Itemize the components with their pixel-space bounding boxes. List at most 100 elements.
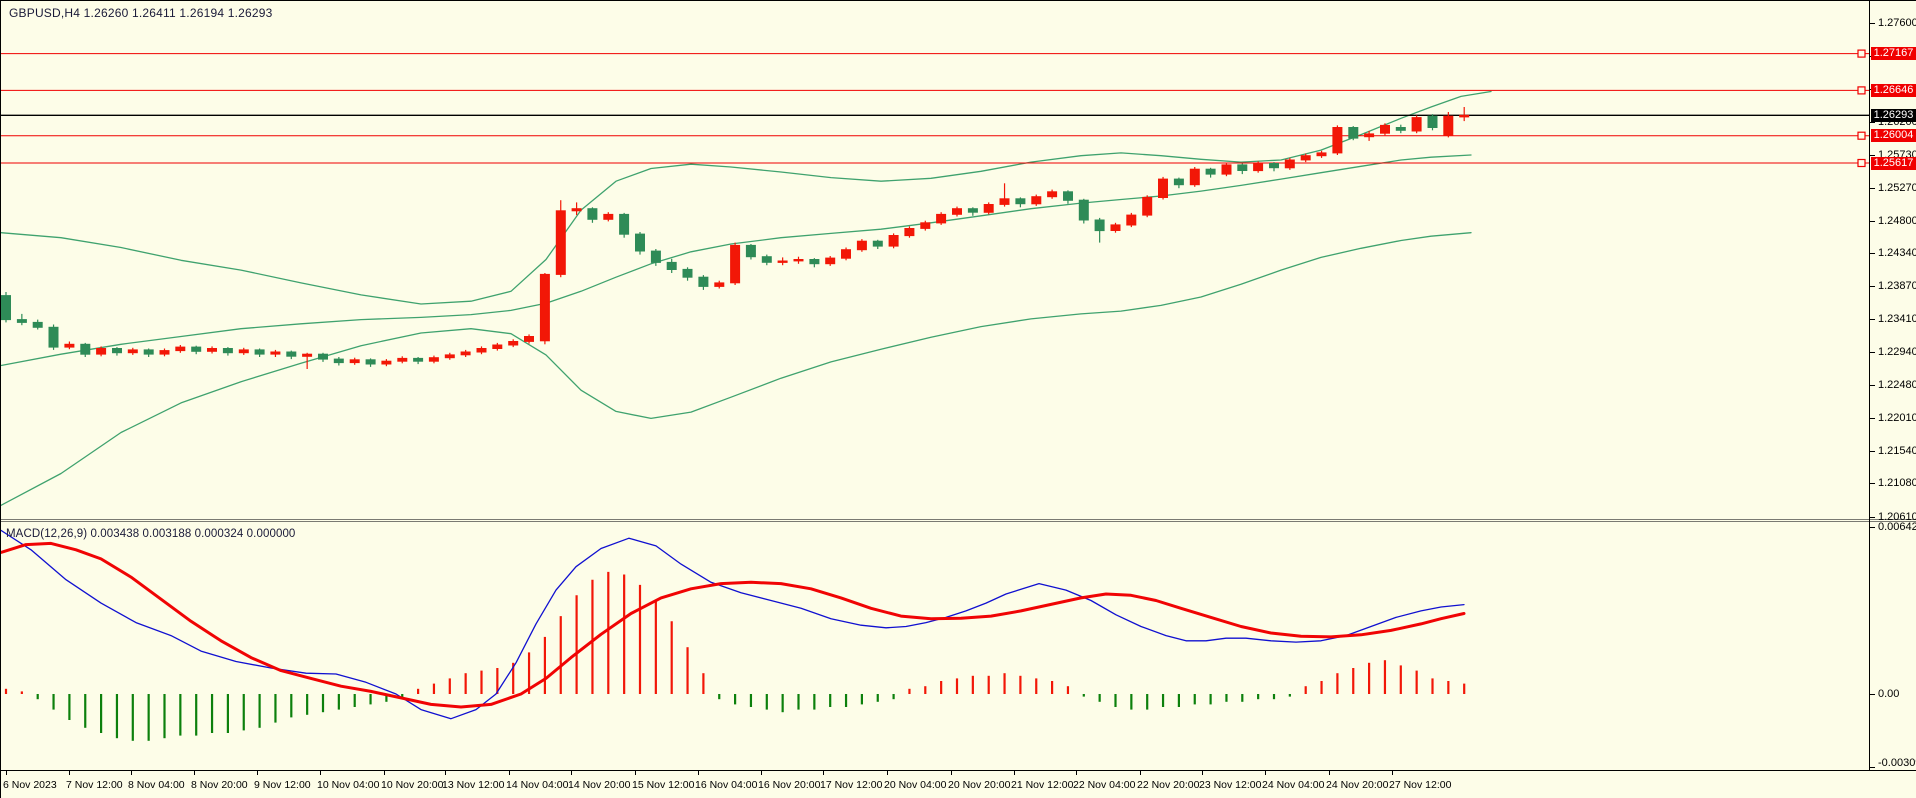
- candle: [1443, 112, 1454, 138]
- candle: [1142, 195, 1153, 218]
- candle-body: [777, 260, 788, 263]
- candle: [428, 355, 439, 364]
- axis-divider-line: [1869, 1, 1870, 770]
- time-tick-label: 8 Nov 20:00: [191, 779, 248, 791]
- time-tick-mark: [69, 771, 70, 775]
- candle-body: [270, 351, 281, 355]
- time-axis[interactable]: 6 Nov 2023 7 Nov 12:00 8 Nov 04:00 8 Nov 20…: [1, 770, 1916, 798]
- candle: [698, 275, 709, 290]
- time-tick-mark: [887, 771, 888, 775]
- macd-signal-line: [1, 541, 1466, 709]
- time-tick-mark: [131, 771, 132, 775]
- candle-body: [761, 256, 772, 263]
- price-axis[interactable]: 1.276001.271301.266601.262001.257301.252…: [1870, 1, 1916, 770]
- candle-body: [904, 228, 915, 237]
- axis-tick-mark: [1870, 516, 1875, 518]
- price-chart-canvas[interactable]: [1, 1, 1869, 520]
- candle-body: [238, 349, 249, 354]
- price-level-badge: 1.25617: [1871, 156, 1916, 170]
- price-tick-label: 1.25270: [1878, 181, 1916, 194]
- macd-axis-label: 0.00: [1878, 688, 1900, 700]
- candle: [999, 183, 1010, 207]
- candle-body: [191, 346, 202, 352]
- candle-body: [555, 210, 566, 275]
- candle: [1031, 194, 1042, 206]
- candle-body: [1142, 196, 1153, 216]
- candle-body: [254, 349, 265, 355]
- time-tick-mark: [1265, 771, 1266, 775]
- candle-body: [635, 233, 645, 252]
- time-tick-mark: [951, 771, 952, 775]
- axis-tick-mark: [1870, 220, 1875, 222]
- candle-body: [428, 357, 439, 362]
- candle-body: [1063, 191, 1073, 201]
- candle-body: [492, 344, 503, 349]
- time-tick-mark: [635, 771, 636, 775]
- candle: [32, 319, 43, 330]
- candle-body: [999, 198, 1010, 205]
- candle: [967, 207, 978, 216]
- candle-body: [143, 349, 154, 355]
- candle-body: [222, 348, 233, 354]
- candle-body: [508, 341, 519, 346]
- candle-body: [302, 353, 313, 357]
- candle-body: [1348, 127, 1359, 139]
- candle-body: [1078, 199, 1089, 221]
- candle-body: [333, 358, 344, 364]
- candle: [1015, 197, 1026, 208]
- candle-body: [64, 343, 75, 348]
- price-tick-label: 1.20610: [1878, 510, 1916, 523]
- candle: [143, 348, 154, 357]
- candle-body: [1126, 214, 1137, 226]
- candle-body: [1173, 178, 1184, 186]
- candle: [1237, 163, 1248, 175]
- candle-body: [413, 357, 424, 362]
- candle: [920, 220, 931, 231]
- candle: [872, 239, 883, 249]
- candle-body: [16, 319, 27, 323]
- candle: [1364, 131, 1375, 141]
- candle: [825, 256, 836, 266]
- axis-tick-mark: [1870, 286, 1875, 288]
- candle: [1459, 107, 1470, 122]
- time-tick-label: 22 Nov 20:00: [1137, 779, 1200, 791]
- candle: [508, 339, 519, 348]
- candle-body: [1284, 159, 1295, 169]
- candle: [1380, 123, 1390, 136]
- candle-body: [650, 250, 661, 263]
- price-tick-label: 1.21080: [1878, 477, 1916, 490]
- candle: [1284, 157, 1295, 170]
- candle: [16, 313, 27, 326]
- candle-body: [730, 244, 741, 284]
- candle-body: [1, 295, 11, 321]
- time-tick-label: 21 Nov 12:00: [1011, 779, 1074, 791]
- candle-body: [539, 273, 550, 342]
- time-tick-mark: [1329, 771, 1330, 775]
- macd-main-line: [1, 529, 1465, 720]
- candle-body: [793, 259, 804, 262]
- time-tick-label: 15 Nov 12:00: [632, 779, 695, 791]
- macd-indicator-canvas[interactable]: [1, 522, 1869, 770]
- candle: [1110, 222, 1121, 233]
- time-tick-mark: [823, 771, 824, 775]
- candle: [1063, 190, 1073, 204]
- candle: [460, 349, 471, 357]
- candle-body: [571, 208, 582, 212]
- price-tick-label: 1.21540: [1878, 444, 1916, 457]
- candle-body: [967, 208, 978, 213]
- candle: [492, 342, 503, 351]
- time-tick-label: 23 Nov 12:00: [1199, 779, 1262, 791]
- candle-body: [1205, 168, 1216, 175]
- candle: [64, 341, 75, 350]
- panel-resize-handle[interactable]: [1, 519, 1916, 522]
- candle-body: [48, 326, 59, 348]
- candle-body: [1094, 219, 1105, 232]
- candle: [777, 257, 788, 266]
- candle-body: [809, 259, 820, 265]
- candle: [1126, 212, 1137, 228]
- price-tick-label: 1.24800: [1878, 214, 1916, 227]
- candle: [127, 347, 138, 355]
- axis-tick-mark: [1870, 417, 1875, 419]
- candle-body: [666, 261, 677, 270]
- candle: [175, 345, 186, 353]
